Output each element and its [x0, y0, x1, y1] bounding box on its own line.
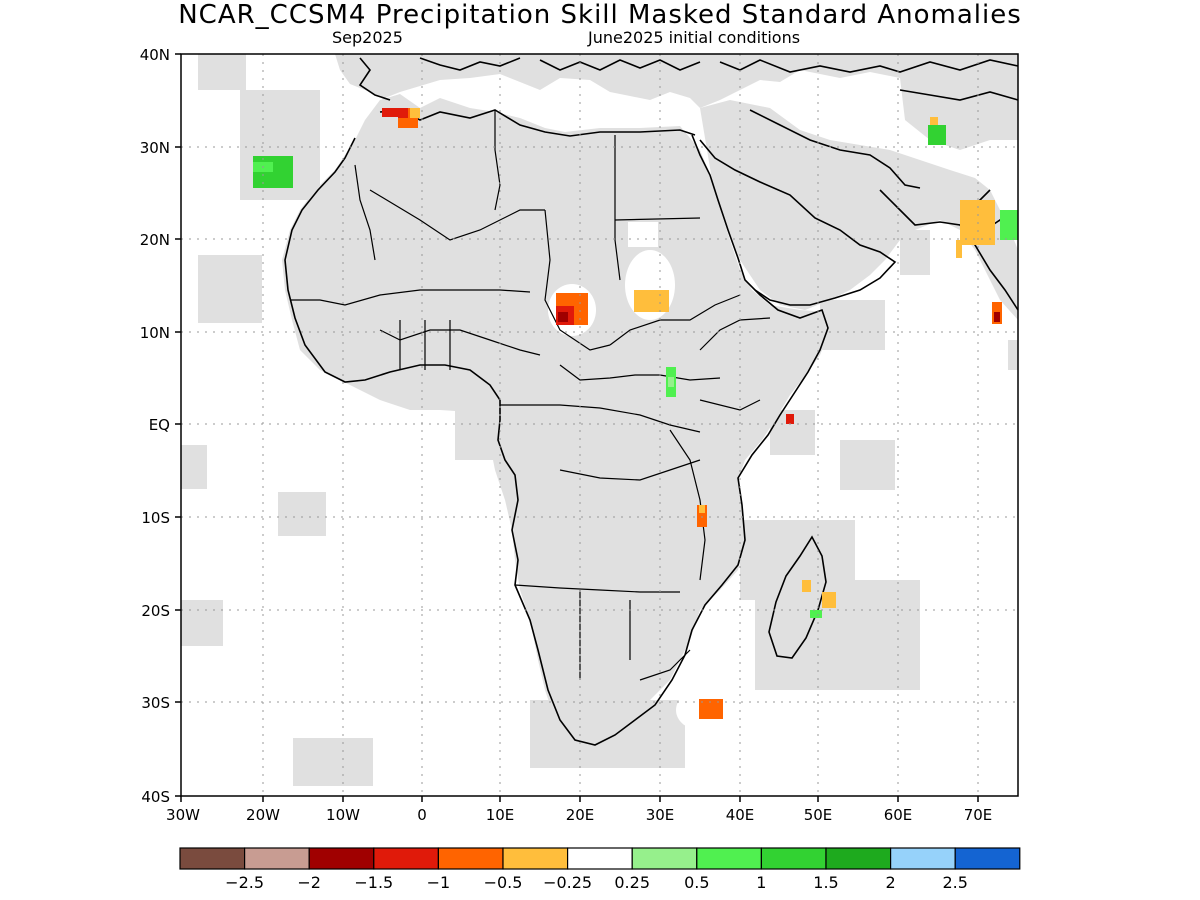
colorbar-label: −1.5 [354, 873, 393, 892]
anomaly-pakistan [928, 125, 946, 145]
colorbar-label: 1.5 [813, 873, 838, 892]
lat-label: 10S [141, 509, 170, 527]
colorbar-label: 0.5 [684, 873, 709, 892]
lat-label: 20N [140, 231, 170, 249]
mask-box [900, 230, 930, 275]
mask-box [530, 700, 685, 768]
mask-box [181, 445, 207, 489]
lon-ticks [180, 796, 979, 802]
colorbar-swatch [502, 847, 569, 870]
lon-label: 50E [804, 806, 833, 824]
colorbar-swatch [696, 847, 762, 870]
lon-label: 10E [486, 806, 515, 824]
colorbar-swatch [760, 847, 827, 870]
anomaly-pakistan [930, 117, 938, 125]
colorbar-swatch [954, 847, 1021, 870]
lat-ticks [175, 53, 181, 797]
colorbar-swatch [631, 847, 698, 870]
map-title: NCAR_CCSM4 Precipitation Skill Masked St… [178, 0, 1022, 30]
mask-box [455, 410, 515, 460]
map-frame [180, 53, 1019, 797]
mask-box [181, 600, 223, 646]
colorbar-swatch [889, 847, 956, 870]
anomaly-sudan [634, 290, 669, 312]
lon-label: 60E [884, 806, 913, 824]
mask-box [1008, 340, 1018, 370]
anomaly-madagascar [822, 592, 836, 608]
lon-label: 10W [326, 806, 360, 824]
anomaly-chad [558, 312, 568, 322]
target-month-label: Sep2025 [332, 28, 403, 47]
anomaly-morocco [398, 108, 408, 118]
anomaly-madagascar [802, 580, 811, 592]
colorbar-label: −2 [297, 873, 321, 892]
mask-box [820, 300, 885, 350]
colorbar-swatch [373, 847, 439, 870]
mask-box [198, 54, 246, 90]
land-africa [282, 94, 830, 745]
land-europe [335, 54, 1018, 108]
initial-conditions-label: June2025 initial conditions [588, 28, 801, 47]
anomaly-morocco [382, 108, 400, 117]
anomaly-malawi [699, 505, 705, 513]
anomaly-east-india [1000, 210, 1018, 240]
lon-labels: 30W 20W 10W 0 10E 20E 30E 40E 50E 60E 70… [166, 806, 992, 824]
mask-box [840, 440, 895, 490]
colorbar-label: −1 [427, 873, 451, 892]
anomaly-madagascar [810, 610, 822, 618]
country-borders [290, 110, 771, 681]
lat-label: 40N [140, 46, 170, 64]
colorbar [179, 847, 1021, 870]
colorbar-swatch [825, 847, 892, 870]
colorbar-labels: −2.5 −2 −1.5 −1 −0.5 −0.25 0.25 0.5 1 1.5 2 2.5 [225, 873, 968, 892]
anomaly-uganda [668, 377, 674, 387]
colorbar-label: 2.5 [942, 873, 967, 892]
colorbar-swatch [308, 847, 375, 870]
colorbar-swatch [437, 847, 504, 870]
mask-box [293, 738, 373, 786]
lon-label: 20W [246, 806, 280, 824]
anomaly-sw-india [994, 312, 1000, 322]
colorbar-label: −2.5 [225, 873, 264, 892]
colorbar-swatch [244, 847, 310, 870]
lon-label: 20E [566, 806, 595, 824]
anomaly-morocco [410, 108, 420, 118]
colorbar-swatch [179, 847, 246, 870]
anomaly-sw-indian-ocean [699, 699, 723, 719]
lat-label: 30N [140, 139, 170, 157]
anomaly-somalia [786, 414, 794, 424]
gridlines [181, 54, 1018, 796]
lon-label: 30E [646, 806, 675, 824]
anomaly-malawi [697, 505, 707, 527]
colorbar-label: 1 [756, 873, 766, 892]
lon-label: 70E [964, 806, 993, 824]
colorbar-label: −0.5 [484, 873, 523, 892]
colorbar-label: 2 [886, 873, 896, 892]
colorbar-label: −0.25 [543, 873, 592, 892]
anomaly-nw-india [956, 240, 962, 258]
lat-label: 20S [141, 602, 170, 620]
lon-label: 30W [166, 806, 200, 824]
colorbar-label: 0.25 [614, 873, 650, 892]
land-arabia [700, 100, 1018, 320]
lat-labels: 40N 30N 20N 10N EQ 10S 20S 30S 40S [140, 46, 170, 806]
lat-label: 40S [141, 788, 170, 806]
mask-box [278, 492, 326, 536]
lon-label: 0 [417, 806, 427, 824]
lon-label: 40E [726, 806, 755, 824]
colorbar-swatch [566, 847, 633, 870]
lat-label: 10N [140, 324, 170, 342]
lat-label: EQ [149, 416, 170, 434]
lat-label: 30S [141, 694, 170, 712]
mask-box [198, 255, 262, 323]
